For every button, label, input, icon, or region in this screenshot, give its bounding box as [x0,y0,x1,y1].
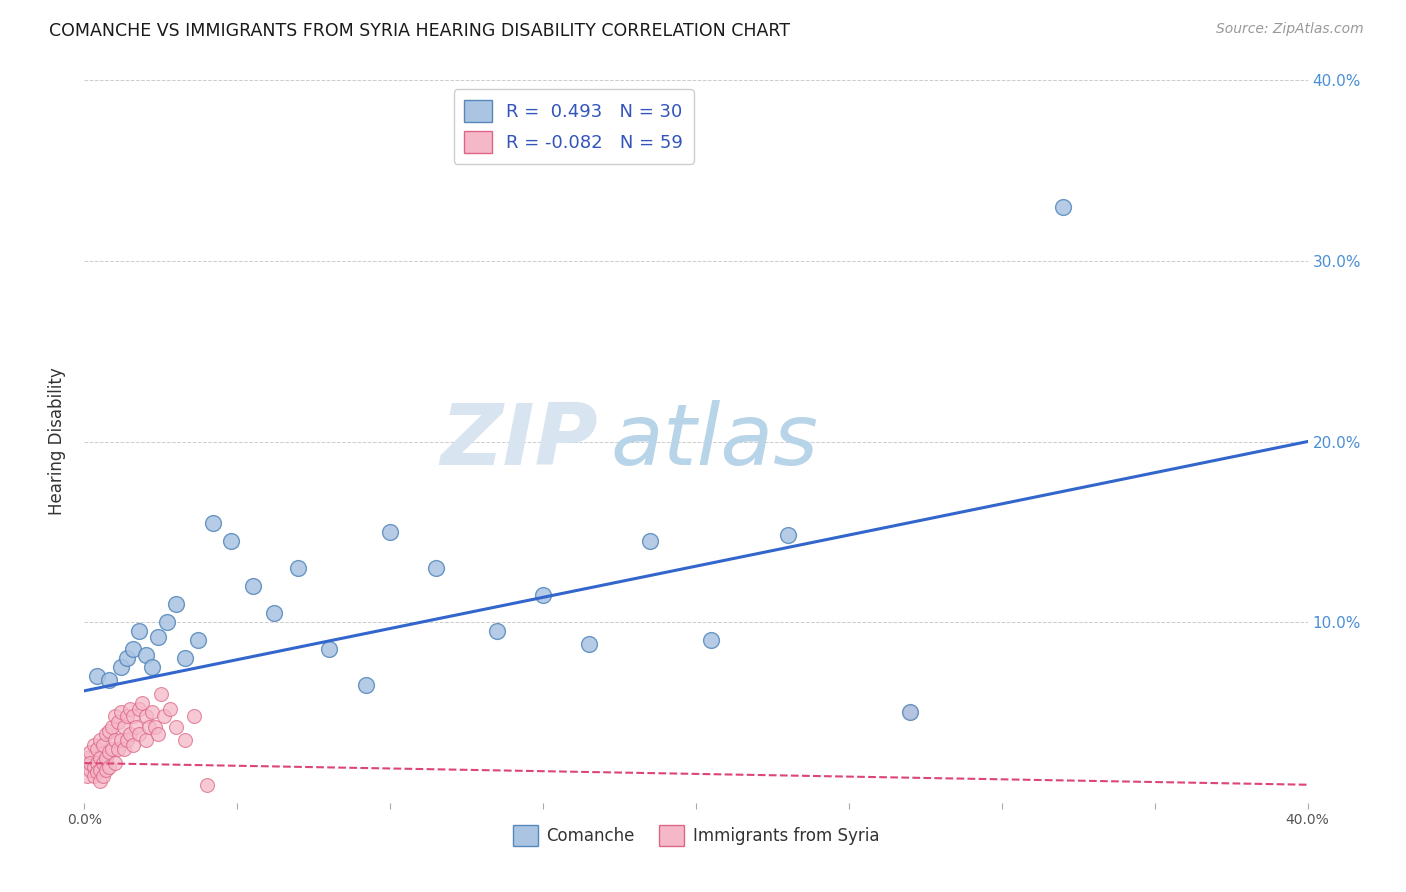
Point [146,630,169,644]
Point [135,648,157,662]
Point [101,720,124,734]
Point [104,732,127,747]
Point [107,741,129,756]
Point [318,642,340,657]
Point [174,651,197,665]
Point [104,756,127,770]
Point [263,606,285,620]
Point [104,709,127,723]
Point [97,673,120,687]
Point [146,727,169,741]
Point [174,732,197,747]
Point [120,702,142,716]
Point [201,516,224,530]
Point [91,769,114,783]
Point [380,524,402,539]
Point [486,624,509,639]
Point [94,727,117,741]
Point [115,732,138,747]
Point [112,741,135,756]
Point [101,741,124,756]
Point [122,709,145,723]
Point [97,760,120,774]
Point [86,765,108,780]
Text: atlas: atlas [610,400,818,483]
Point [165,597,187,611]
Legend: Comanche, Immigrants from Syria: Comanche, Immigrants from Syria [506,819,886,852]
Point [135,709,157,723]
Point [79,764,101,778]
Y-axis label: Hearing Disability: Hearing Disability [48,368,66,516]
Point [89,774,111,789]
Point [898,706,921,720]
Point [83,769,105,783]
Point [83,760,105,774]
Point [79,756,101,770]
Point [195,778,218,792]
Point [149,687,172,701]
Point [776,528,799,542]
Text: ZIP: ZIP [440,400,598,483]
Point [638,533,661,548]
Point [86,669,108,683]
Point [165,720,187,734]
Point [107,714,129,729]
Point [578,637,600,651]
Point [110,706,132,720]
Point [89,732,111,747]
Point [143,720,166,734]
Point [110,660,132,674]
Point [1052,200,1074,214]
Point [128,624,150,639]
Point [76,750,98,764]
Point [76,769,98,783]
Point [128,727,150,741]
Point [115,651,138,665]
Point [131,697,153,711]
Point [219,533,242,548]
Point [159,702,181,716]
Point [128,702,150,716]
Point [141,706,163,720]
Point [138,720,160,734]
Point [425,561,447,575]
Point [94,750,117,764]
Point [86,756,108,770]
Point [83,738,105,752]
Point [79,745,101,759]
Point [531,588,554,602]
Point [94,764,117,778]
Point [97,745,120,759]
Point [120,727,142,741]
Point [700,633,723,648]
Point [156,615,179,630]
Point [115,709,138,723]
Point [112,720,135,734]
Point [135,732,157,747]
Text: COMANCHE VS IMMIGRANTS FROM SYRIA HEARING DISABILITY CORRELATION CHART: COMANCHE VS IMMIGRANTS FROM SYRIA HEARIN… [49,22,790,40]
Point [125,720,148,734]
Point [91,738,114,752]
Point [242,579,264,593]
Point [122,738,145,752]
Point [89,764,111,778]
Point [97,723,120,738]
Point [141,660,163,674]
Point [91,756,114,770]
Point [898,706,921,720]
Point [89,750,111,764]
Text: Source: ZipAtlas.com: Source: ZipAtlas.com [1216,22,1364,37]
Point [354,678,377,692]
Point [122,642,145,657]
Point [287,561,309,575]
Point [86,741,108,756]
Point [110,732,132,747]
Point [186,633,208,648]
Point [183,709,205,723]
Point [153,709,176,723]
